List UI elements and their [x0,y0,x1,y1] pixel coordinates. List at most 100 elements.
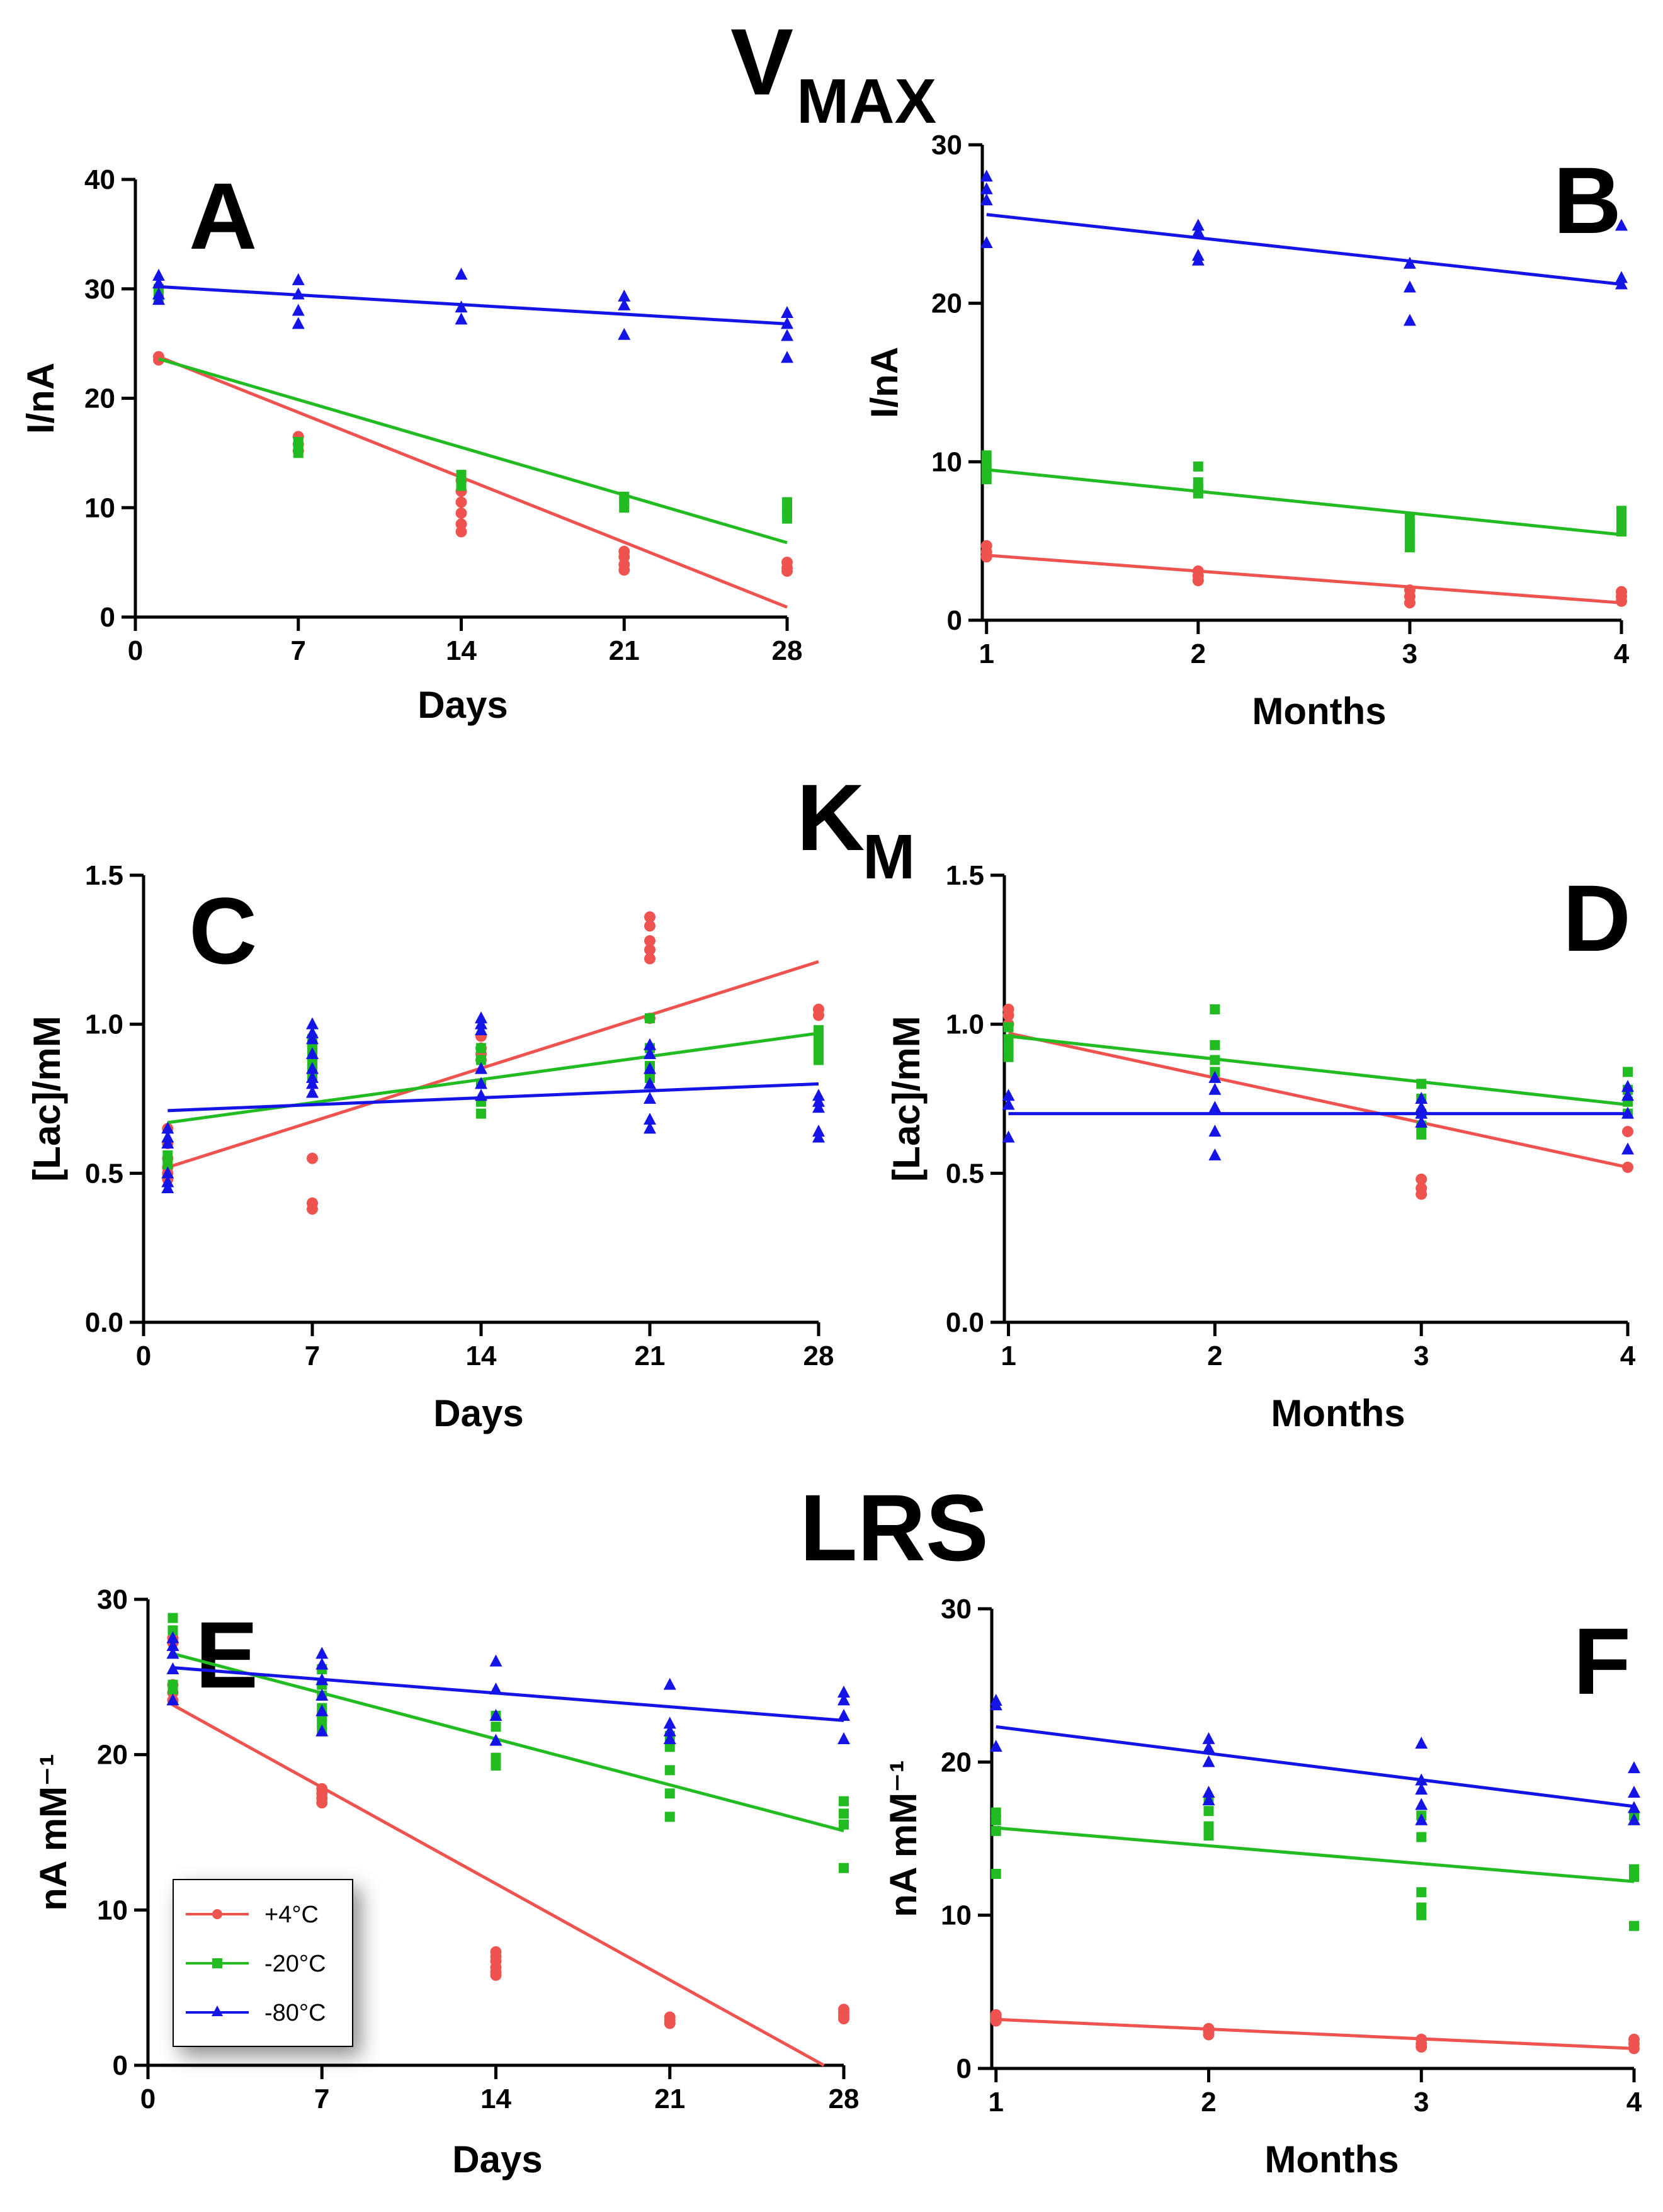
point-c-minus80c [812,1130,825,1143]
point-b-minus80c [1615,277,1628,290]
y-tick-label-d: 0.5 [946,1158,984,1189]
point-f-minus20c [990,1825,1001,1836]
point-b-minus20c [1616,526,1626,537]
point-e-minus80c [489,1682,502,1695]
point-e-minus20c [167,1625,178,1636]
x-tick-label-a: 7 [291,635,306,666]
point-a-minus80c [618,298,631,310]
point-f-minus80c [1415,1783,1428,1795]
point-f-plus4c [990,2015,1002,2027]
y-tick-label-c: 0.5 [85,1158,123,1189]
fit-line-b-plus4c [986,553,1622,604]
series-c-minus20c [162,1013,824,1170]
point-a-minus80c [455,268,468,280]
point-a-plus4c [455,526,467,538]
point-c-minus80c [644,1113,656,1125]
point-e-minus20c [491,1752,501,1763]
point-f-minus80c [1415,1813,1428,1825]
point-a-minus80c [781,351,793,363]
x-tick-label-c: 14 [466,1341,497,1371]
y-tick-label-f: 30 [941,1594,972,1625]
point-c-minus80c [812,1101,825,1113]
panel-d: 1 2 3 4 0.0 0.5 1.0 1.5 Months [Lac]/mM D [885,860,1636,1434]
point-a-minus80c [455,300,468,313]
y-tick-label-a: 30 [84,274,115,305]
fit-line-f-minus80c [996,1725,1635,1808]
series-c-plus4c [162,911,824,1215]
point-f-minus80c [1628,1801,1640,1813]
point-d-minus80c [1415,1106,1428,1119]
point-a-minus80c [152,293,165,305]
series-f-plus4c [990,2009,1640,2055]
point-b-minus20c [1404,542,1415,553]
x-tick-label-e: 7 [314,2084,329,2114]
y-tick-label-e: 10 [97,1895,128,1926]
point-d-plus4c [1622,1161,1633,1173]
point-e-minus80c [663,1732,676,1744]
point-c-minus80c [644,1092,656,1104]
point-f-minus20c [1629,1871,1639,1882]
point-d-minus80c [1621,1089,1634,1101]
point-a-minus20c [456,480,467,491]
fit-line-b-minus80c [986,213,1622,286]
x-tick-label-c: 21 [635,1341,666,1371]
title-km-subscript: M [863,822,915,892]
point-e-plus4c [664,2017,676,2029]
y-tick-label-a: 20 [84,383,115,414]
point-c-minus80c [644,1062,656,1074]
point-e-minus80c [166,1631,179,1643]
x-tick-label-e: 21 [654,2084,685,2114]
legend: +4°C -20°C -80°C [173,1879,353,2047]
point-b-minus20c [1193,461,1203,472]
point-d-minus80c [1002,1130,1015,1143]
y-axis-label-e: nA mM⁻¹ [32,1754,74,1910]
panel-letter-d: D [1563,865,1631,971]
point-e-minus20c [664,1742,675,1752]
point-a-minus80c [292,303,305,316]
point-e-plus4c [316,1797,328,1809]
fit-line-e-minus20c [172,1652,844,1832]
fit-line-a-plus4c [158,355,788,609]
point-f-minus80c [1202,1755,1215,1767]
point-f-minus20c [1416,1902,1427,1913]
point-e-minus80c [315,1647,329,1659]
point-e-minus80c [837,1709,850,1721]
point-d-minus80c [1621,1106,1634,1119]
point-a-minus80c [292,287,305,300]
point-b-minus80c [980,169,993,182]
point-e-minus20c [317,1718,327,1729]
x-axis-label-b: Months [1252,690,1386,732]
point-e-minus80c [166,1647,179,1659]
point-a-minus80c [618,289,631,302]
legend-marker-plus4 [212,1909,222,1919]
x-tick-label-f: 4 [1626,2087,1642,2118]
point-e-plus4c [490,1969,502,1981]
point-e-minus20c [491,1721,501,1732]
point-f-minus80c [1628,1813,1640,1825]
point-f-minus20c [990,1815,1001,1825]
point-c-minus80c [475,1077,487,1089]
point-c-minus80c [306,1017,319,1029]
series-d-minus80c [1002,1070,1634,1160]
point-e-minus20c [167,1684,178,1695]
title-vmax: V [730,9,793,115]
x-tick-label-a: 28 [772,635,803,666]
point-d-minus80c [1208,1125,1222,1137]
point-d-plus4c [1416,1188,1427,1200]
point-f-minus80c [989,1698,1002,1711]
x-tick-label-c: 0 [136,1341,151,1371]
point-e-minus80c [315,1673,329,1686]
x-axis-label-a: Days [417,684,508,726]
series-b-plus4c [980,540,1627,609]
point-a-minus20c [782,513,792,524]
panel-b: 1 2 3 4 0 10 20 30 Months I/nA B [863,130,1630,732]
title-vmax-subscript: MAX [797,66,936,137]
point-a-plus4c [618,564,630,576]
point-f-minus20c [1629,1864,1639,1875]
point-e-minus20c [167,1613,178,1623]
point-c-plus4c [307,1203,318,1215]
panel-letter-e: E [195,1602,258,1708]
x-tick-label-f: 2 [1201,2087,1216,2118]
point-b-minus80c [980,236,993,249]
